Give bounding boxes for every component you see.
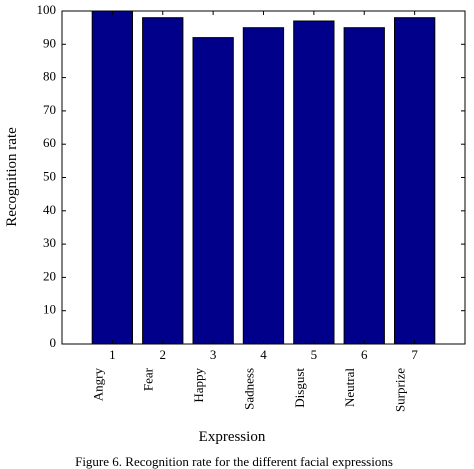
y-tick-label: 80 [43, 69, 56, 84]
category-names: Angry Fear Happy Sadness Disgust Neutral Surpr… [90, 367, 407, 412]
bar-sadness [242, 27, 285, 345]
y-tick-label: 0 [50, 335, 57, 350]
y-tick-label: 10 [43, 302, 56, 317]
x-tick-label: 3 [210, 347, 217, 362]
category-name-angry: Angry [90, 368, 105, 402]
y-tick-label: 20 [43, 268, 56, 283]
bar-angry [91, 10, 133, 345]
bar-happy [192, 37, 234, 345]
y-axis-ticks: 0 10 20 30 40 50 60 70 80 90 100 [37, 2, 465, 350]
y-tick-label: 40 [43, 202, 56, 217]
y-tick-label: 70 [43, 102, 56, 117]
x-tick-label: 6 [361, 347, 368, 362]
y-tick-label: 30 [43, 235, 56, 250]
category-name-neutral: Neutral [342, 368, 357, 407]
y-tick-label: 100 [37, 2, 57, 17]
x-tick-label: 2 [160, 347, 167, 362]
bars-group [91, 10, 436, 345]
bar-fear [142, 17, 184, 345]
x-tick-label: 7 [411, 347, 418, 362]
category-name-disgust: Disgust [292, 368, 307, 408]
x-tick-label: 4 [260, 347, 267, 362]
category-name-sadness: Sadness [241, 368, 256, 410]
y-tick-label: 60 [43, 135, 56, 150]
y-axis-label: Recognition rate [4, 127, 20, 227]
bar-disgust [293, 20, 335, 345]
y-tick-label: 90 [43, 35, 56, 50]
category-name-fear: Fear [141, 367, 156, 391]
x-axis-label: Expression [199, 429, 266, 445]
category-name-surprize: Surprize [393, 368, 408, 412]
bar-surprize [394, 17, 436, 345]
x-tick-label: 1 [109, 347, 116, 362]
category-name-happy: Happy [191, 368, 206, 403]
x-axis-ticks: 1 2 3 4 5 6 7 [109, 11, 418, 362]
figure-caption: Figure 6. Recognition rate for the diffe… [75, 454, 393, 469]
bar-neutral [343, 27, 385, 345]
y-tick-label: 50 [43, 168, 56, 183]
x-tick-label: 5 [311, 347, 318, 362]
